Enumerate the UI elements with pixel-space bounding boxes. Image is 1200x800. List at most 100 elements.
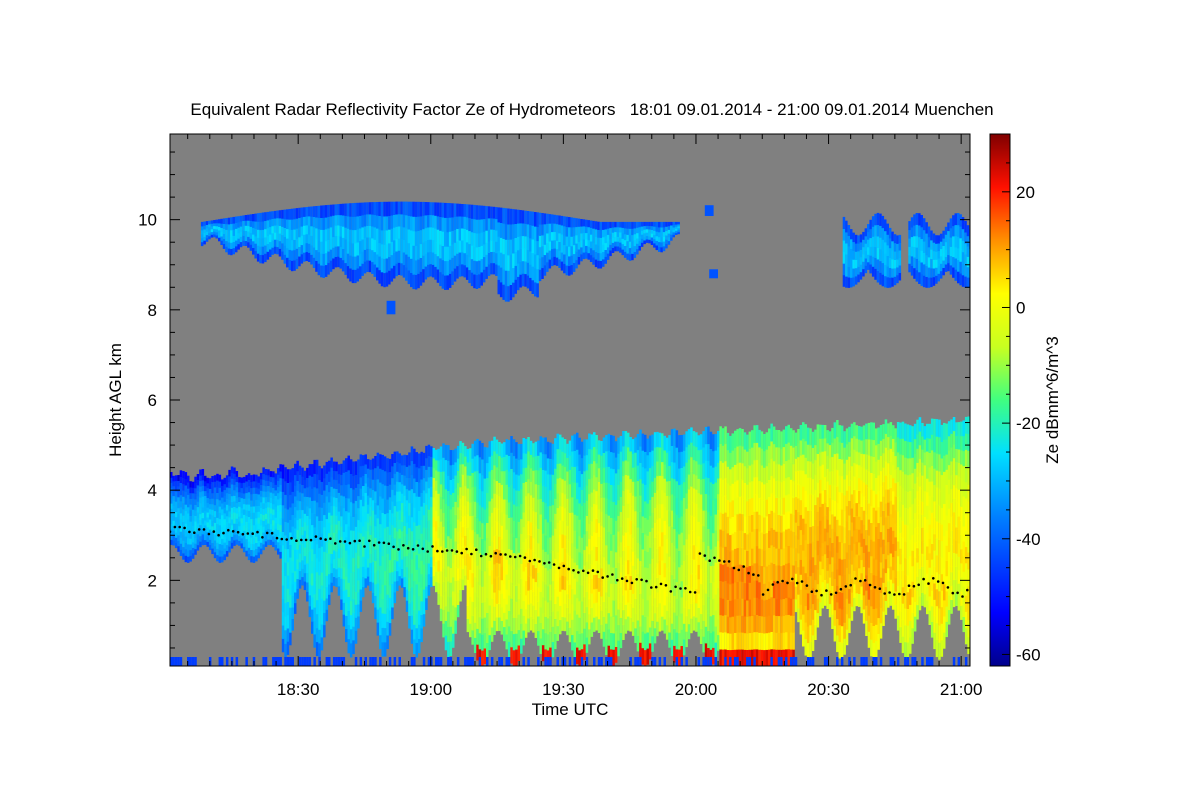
precip-cell [235, 481, 239, 488]
precip-cell [651, 620, 654, 637]
precip-cell [415, 510, 418, 526]
precip-cell [301, 492, 304, 502]
precip-cell [240, 477, 243, 484]
precip-cell [354, 526, 358, 540]
upper-cloud-cell [288, 259, 291, 270]
upper-cloud-cell [475, 205, 479, 220]
precip-cell [296, 480, 299, 491]
precip-cell [493, 620, 496, 635]
upper-cloud-cell [366, 202, 369, 215]
upper-cloud-cell [412, 274, 415, 290]
precip-cell [537, 455, 540, 471]
precip-cell [556, 492, 559, 509]
precip-cell [359, 577, 363, 590]
upper-cloud-cell [937, 258, 940, 267]
upper-cloud-cell [307, 252, 311, 262]
upper-cloud-cell [543, 233, 547, 245]
upper-cloud-cell [665, 226, 668, 232]
precip-cell [721, 428, 725, 446]
precip-cell [505, 439, 508, 455]
upper-cloud-cell [410, 215, 413, 231]
precip-cell [267, 496, 270, 503]
upper-cloud-cell [249, 244, 253, 251]
precip-cell [242, 498, 246, 505]
precip-cell [286, 548, 290, 563]
precip-cell [347, 526, 350, 541]
upper-cloud-cell [290, 250, 294, 261]
precip-cell [738, 615, 742, 633]
precip-cell [668, 510, 671, 527]
precip-cell [503, 527, 506, 542]
precip-cell [301, 559, 304, 569]
upper-cloud-cell [351, 242, 355, 257]
precip-cell [736, 446, 739, 464]
precip-cell [517, 583, 521, 600]
precip-cell [301, 517, 304, 527]
precip-cell [415, 583, 418, 599]
precip-cell [588, 538, 591, 555]
precip-cell [486, 492, 489, 508]
precip-cell [678, 500, 681, 518]
upper-cloud-cell [845, 264, 848, 277]
precip-cell [559, 448, 562, 464]
precip-cell [665, 567, 669, 583]
upper-cloud-cell [310, 206, 313, 217]
precip-cell [726, 549, 730, 567]
precip-cell [277, 529, 280, 537]
upper-cloud-cell [886, 266, 889, 278]
precip-cell [510, 500, 513, 518]
precip-cell [199, 497, 202, 504]
precip-cell [257, 505, 260, 512]
precip-cell [481, 618, 484, 635]
precip-cell [422, 527, 426, 540]
upper-cloud-cell [908, 263, 911, 273]
upper-cloud-cell [383, 258, 386, 274]
upper-cloud-cell [918, 236, 921, 249]
precip-cell [430, 496, 433, 507]
precip-cell [187, 525, 190, 532]
precip-cell [653, 447, 657, 463]
upper-cloud-cell [222, 223, 226, 229]
precip-cell [318, 602, 321, 617]
upper-cloud-cell [475, 274, 479, 289]
upper-cloud-cell [939, 270, 943, 279]
precip-cell [442, 498, 445, 514]
precip-cell [641, 532, 645, 550]
upper-cloud-cell [966, 225, 970, 237]
precip-cell [524, 623, 528, 638]
precip-cell [593, 546, 596, 561]
upper-cloud-cell [393, 239, 396, 254]
precip-cell [486, 597, 489, 613]
precip-cell [311, 584, 314, 598]
upper-cloud-cell [256, 237, 260, 246]
upper-cloud-cell [436, 229, 440, 243]
precip-cell [629, 603, 632, 618]
upper-cloud-cell [482, 269, 486, 283]
precip-cell [172, 535, 175, 541]
upper-cloud-cell [227, 217, 231, 225]
precip-cell [520, 458, 523, 475]
upper-cloud-cell [665, 239, 668, 245]
upper-cloud-cell [512, 238, 515, 254]
upper-cloud-cell [200, 221, 204, 227]
precip-cell [753, 459, 756, 478]
precip-cell [447, 505, 450, 522]
precip-cell [758, 598, 761, 616]
precip-cell [308, 573, 312, 585]
precip-cell [432, 526, 435, 537]
precip-cell [216, 554, 219, 562]
precip-cell [267, 523, 270, 529]
precip-cell [398, 472, 401, 483]
upper-cloud-cell [390, 214, 394, 229]
upper-cloud-cell [665, 221, 668, 227]
precip-cell [522, 526, 525, 542]
upper-cloud-cell [850, 258, 853, 269]
precip-cell [172, 480, 175, 487]
precip-cell [225, 509, 229, 517]
upper-cloud-cell [585, 232, 588, 240]
upper-cloud-cell [857, 266, 860, 275]
upper-cloud-cell [614, 245, 617, 252]
ground-clutter [308, 657, 312, 666]
precip-cell [668, 465, 671, 482]
precip-cell [595, 546, 598, 561]
